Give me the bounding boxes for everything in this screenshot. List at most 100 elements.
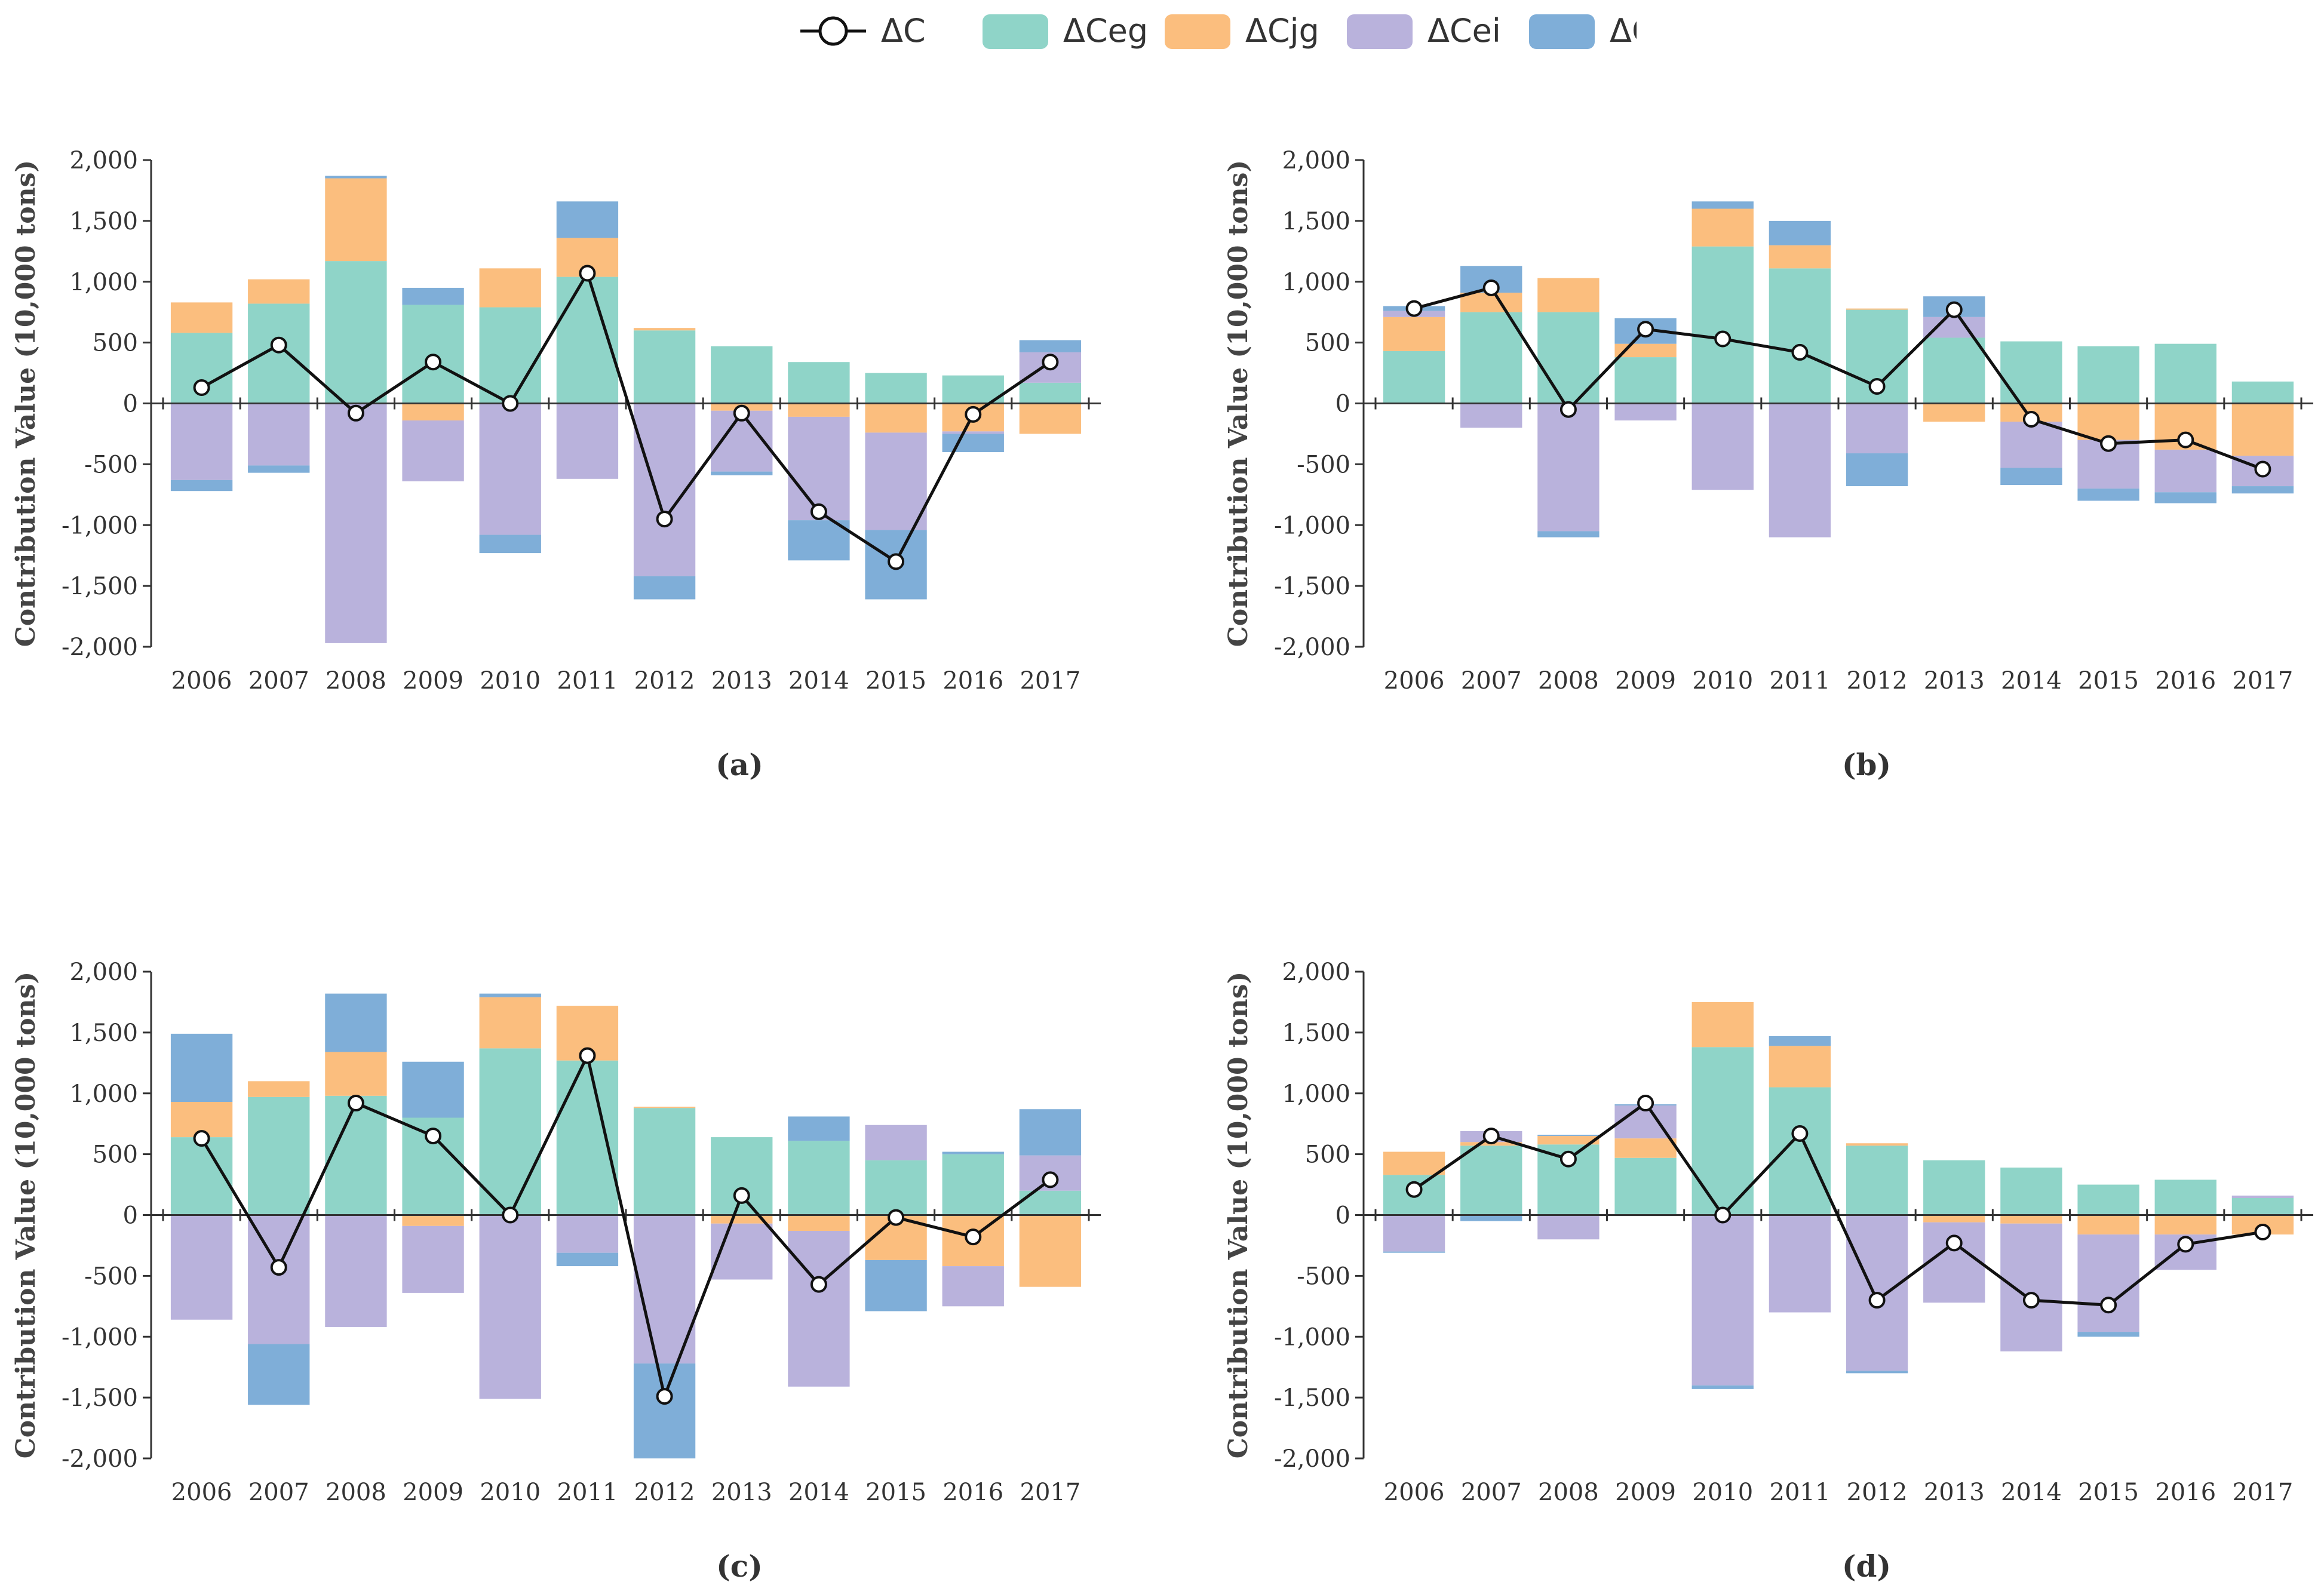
line-series-deltaC xyxy=(1413,1101,2263,1307)
bar-Cei-2009 xyxy=(402,420,464,481)
bar-Ceg-2007 xyxy=(248,1096,310,1215)
bar-Cei-2008 xyxy=(1537,403,1600,532)
bar-Cei-2014 xyxy=(2000,1223,2062,1352)
x-tick-label-2017: 2017 xyxy=(1020,667,1081,695)
line-series-deltaC xyxy=(201,269,1051,564)
bar-Cei-2014 xyxy=(2000,422,2062,468)
line-point-2006 xyxy=(1405,300,1423,317)
line-point-2011 xyxy=(579,1047,596,1064)
x-tick-label-2015: 2015 xyxy=(865,1479,926,1506)
x-tick-label-2013: 2013 xyxy=(711,1479,772,1506)
bar-Ces-2017 xyxy=(2231,486,2294,494)
bar-Cei-2006 xyxy=(170,1215,233,1320)
chart-panel-d: 2,000 1,500 1,000 500 0 -500 -1,000 -1,500 -2,00… xyxy=(1223,959,2313,1584)
line-point-2013 xyxy=(733,1187,750,1204)
line-point-2007 xyxy=(270,1259,287,1276)
bar-Ces-2012 xyxy=(1846,453,1908,487)
y-axis-title: Contribution Value (10,000 tons) xyxy=(11,160,41,647)
line-series-deltaC xyxy=(1413,286,2264,471)
bar-Cjg-2009 xyxy=(402,403,464,421)
bar-Ces-2009 xyxy=(402,1061,464,1118)
bar-Cei-2010 xyxy=(479,403,541,535)
bar-Ces-2008 xyxy=(325,993,387,1052)
bar-Ceg-2017 xyxy=(2231,381,2294,404)
x-tick-label-2010: 2010 xyxy=(480,667,541,695)
bar-Ces-2014 xyxy=(2000,468,2062,486)
bar-Ces-2010 xyxy=(1691,1385,1754,1389)
bar-Cjg-2013 xyxy=(1923,403,1985,422)
bar-Cei-2016 xyxy=(942,431,1004,434)
legend-label-Cei: ΔCei xyxy=(1427,12,1501,50)
line-point-2017 xyxy=(2254,460,2271,478)
y-tick-label: 1,500 xyxy=(69,1019,138,1047)
x-tick-label-2010: 2010 xyxy=(1692,1479,1753,1506)
bar-Ceg-2011 xyxy=(1769,1087,1831,1215)
bar-Cei-2012 xyxy=(1846,403,1908,454)
bar-Cjg-2017 xyxy=(1019,403,1082,434)
bar-Cjg-2008 xyxy=(1537,1136,1600,1145)
bar-Cei-2014 xyxy=(788,1230,850,1387)
bar-Cei-2009 xyxy=(1614,403,1677,421)
bar-Cjg-2006 xyxy=(170,302,233,333)
bar-Cei-2011 xyxy=(556,403,619,479)
bar-Cei-2017 xyxy=(2231,1195,2294,1198)
line-point-2010 xyxy=(502,395,519,412)
x-tick-label-2013: 2013 xyxy=(711,667,772,695)
line-point-2010 xyxy=(1714,1206,1732,1224)
x-tick-label-2013: 2013 xyxy=(1924,1479,1985,1506)
bar-Ces-2008 xyxy=(325,176,387,179)
x-tick-label-2012: 2012 xyxy=(634,1479,695,1506)
x-tick-label-2011: 2011 xyxy=(1770,1479,1831,1506)
y-tick-label: -1,000 xyxy=(62,1323,138,1351)
x-tick-label-2015: 2015 xyxy=(2078,1479,2139,1506)
bar-Ces-2015 xyxy=(2077,489,2139,501)
bar-Cei-2010 xyxy=(479,1215,541,1399)
bar-Ceg-2017 xyxy=(2231,1197,2294,1215)
bar-Cjg-2008 xyxy=(325,1052,387,1096)
x-tick-label-2010: 2010 xyxy=(1692,667,1753,695)
legend-label-Ceg: ΔCeg xyxy=(1063,12,1148,50)
bar-Ces-2009 xyxy=(402,287,464,305)
line-point-2008 xyxy=(1559,401,1577,418)
bar-Ceg-2006 xyxy=(1383,351,1445,404)
bar-Ceg-2014 xyxy=(788,362,850,404)
line-point-2010 xyxy=(1714,330,1732,348)
bar-Ceg-2014 xyxy=(2000,1168,2062,1215)
y-tick-label: 0 xyxy=(1336,391,1350,418)
line-point-2006 xyxy=(193,1130,210,1147)
bar-Cei-2011 xyxy=(556,1215,619,1253)
line-point-2016 xyxy=(2177,431,2194,449)
bar-Ces-2010 xyxy=(479,993,541,997)
legend-circle-marker-icon xyxy=(818,16,848,46)
bar-Cjg-2014 xyxy=(788,403,850,417)
line-point-2012 xyxy=(656,511,673,528)
y-tick-label: 1,000 xyxy=(1282,1080,1350,1108)
bar-Ces-2014 xyxy=(788,1116,850,1141)
line-point-2013 xyxy=(733,404,750,422)
y-tick-label: -500 xyxy=(84,451,138,478)
line-point-2006 xyxy=(1405,1181,1423,1198)
bar-Ces-2011 xyxy=(1769,220,1831,245)
bar-Ces-2012 xyxy=(633,1363,696,1458)
bar-Cei-2015 xyxy=(865,432,927,530)
bar-Cjg-2013 xyxy=(1923,1215,1985,1223)
y-tick-label: 0 xyxy=(1336,1202,1350,1230)
line-point-2007 xyxy=(270,336,287,354)
bar-Cjg-2017 xyxy=(2231,403,2294,456)
bar-Ceg-2014 xyxy=(2000,341,2062,404)
line-point-2015 xyxy=(2100,1297,2117,1314)
x-tick-label-2011: 2011 xyxy=(557,1479,618,1506)
line-point-2009 xyxy=(1637,321,1654,338)
line-point-2012 xyxy=(1868,377,1886,395)
y-tick-label: -1,500 xyxy=(62,573,138,600)
x-tick-label-2009: 2009 xyxy=(403,1479,463,1506)
bar-Ces-2017 xyxy=(1019,1109,1082,1156)
bar-Cjg-2011 xyxy=(1769,245,1831,269)
bar-Ceg-2012 xyxy=(633,1108,696,1215)
bar-Ces-2007 xyxy=(248,1344,310,1405)
legend-item-Cei: ΔCei xyxy=(1347,12,1501,50)
y-tick-label: 1,500 xyxy=(1282,208,1350,235)
y-axis-title: Contribution Value (10,000 tons) xyxy=(1223,160,1254,647)
x-tick-label-2007: 2007 xyxy=(1461,1479,1522,1506)
